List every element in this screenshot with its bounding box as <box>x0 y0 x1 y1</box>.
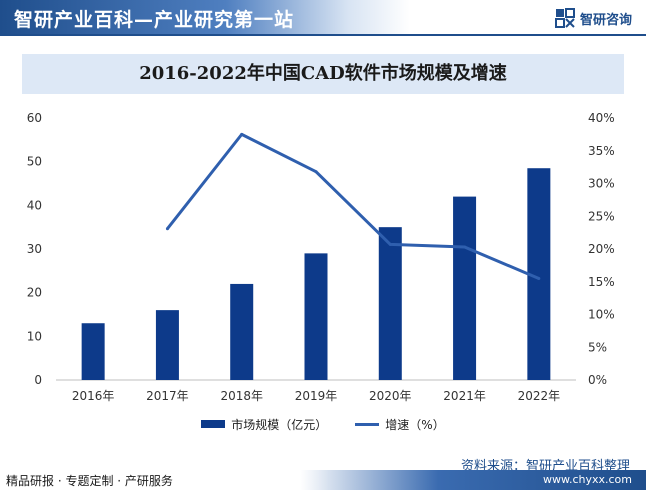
bar <box>527 168 551 380</box>
bar <box>453 196 477 380</box>
legend: 市场规模（亿元） 增速（%） <box>0 414 646 434</box>
x-tick-label: 2017年 <box>146 389 189 403</box>
legend-label-bar: 市场规模（亿元） <box>231 417 328 432</box>
legend-label-line: 增速（%） <box>385 417 445 432</box>
legend-item-bar: 市场规模（亿元） <box>201 416 327 433</box>
footer-left-fade <box>0 470 330 490</box>
legend-swatch-line <box>355 422 380 426</box>
header-title: 智研产业百科—产业研究第一站 <box>14 9 295 31</box>
y-left-tick-label: 50 <box>27 155 42 169</box>
brand-logo-icon <box>554 8 575 28</box>
y-right-tick-label: 20% <box>588 242 615 256</box>
x-tick-label: 2018年 <box>220 389 263 403</box>
x-tick-label: 2022年 <box>518 389 561 403</box>
brand: 智研咨询 <box>554 8 632 28</box>
growth-point <box>463 245 467 249</box>
chart-title-band: 2016-2022年中国CAD软件市场规模及增速 <box>22 54 624 94</box>
y-left-tick-label: 0 <box>34 373 42 387</box>
y-right-tick-label: 15% <box>588 275 615 289</box>
chart: 0 10 20 30 40 50 60 0% 5% 10% 15% 20% 25% 30% 35% 40% 20… <box>27 111 615 403</box>
bar <box>230 283 254 380</box>
growth-point <box>388 242 392 246</box>
header: 智研产业百科—产业研究第一站 智研咨询 <box>0 0 646 36</box>
y-left-tick-label: 60 <box>27 111 42 125</box>
y-right-tick-label: 25% <box>588 209 615 223</box>
y-right-tick-label: 30% <box>588 177 615 191</box>
y-left-tick-label: 40 <box>27 198 42 212</box>
footer-url: www.chyxx.com <box>542 473 632 486</box>
growth-point <box>537 276 541 280</box>
legend-swatch-bar <box>201 420 226 428</box>
x-tick-label: 2021年 <box>443 389 486 403</box>
chart-title: 2016-2022年中国CAD软件市场规模及增速 <box>139 63 507 84</box>
y-right-tick-label: 0% <box>588 373 607 387</box>
y-right-tick-label: 40% <box>588 111 615 125</box>
footer-banner <box>300 470 646 490</box>
header-banner <box>0 0 410 34</box>
y-left-tick-label: 20 <box>27 286 42 300</box>
header-divider <box>0 34 646 36</box>
bar <box>304 253 328 380</box>
brand-name: 智研咨询 <box>579 12 632 28</box>
growth-point <box>240 132 244 136</box>
bar <box>155 310 179 380</box>
footer-tagline: 精品研报 · 专题定制 · 产研服务 <box>6 474 173 488</box>
growth-line <box>166 132 540 280</box>
x-tick-label: 2019年 <box>295 389 338 403</box>
x-tick-label: 2020年 <box>369 389 412 403</box>
x-tick-label: 2016年 <box>72 389 115 403</box>
bar <box>378 227 402 380</box>
y-left-tick-label: 30 <box>27 242 42 256</box>
y-right-tick-label: 10% <box>588 308 615 322</box>
legend-item-line: 增速（%） <box>355 416 445 433</box>
bar <box>81 323 105 380</box>
y-right-tick-label: 5% <box>588 340 607 354</box>
y-right-tick-label: 35% <box>588 144 615 158</box>
growth-point <box>165 227 169 231</box>
footer: 精品研报 · 专题定制 · 产研服务 www.chyxx.com <box>0 470 646 490</box>
growth-point <box>314 170 318 174</box>
y-left-tick-label: 10 <box>27 329 42 343</box>
